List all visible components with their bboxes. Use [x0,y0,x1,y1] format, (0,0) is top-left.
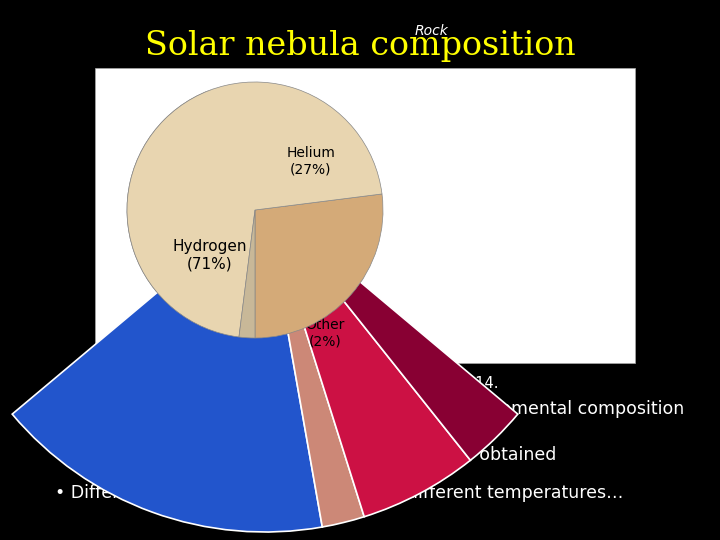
Text: Ref.: J. K. Beatty et al.,: Ref.: J. K. Beatty et al., [115,376,284,391]
Wedge shape [239,210,255,338]
Text: The New Solar System: The New Solar System [266,376,431,391]
Text: Hydrogen
(71%): Hydrogen (71%) [173,239,247,272]
Text: • Different compounds condense out at different temperatures…: • Different compounds condense out at di… [55,484,624,502]
Text: • The solar nebula is assumed to have the same elemental composition: • The solar nebula is assumed to have th… [55,400,684,418]
Text: Rock: Rock [414,24,448,38]
Wedge shape [127,82,382,337]
Wedge shape [265,202,518,460]
FancyBboxPatch shape [95,68,635,363]
Wedge shape [239,210,255,338]
Wedge shape [255,194,383,338]
Wedge shape [255,194,383,338]
Text: Helium
(27%): Helium (27%) [287,146,335,176]
Circle shape [140,77,390,327]
Text: Helium
(27%): Helium (27%) [287,146,335,176]
Text: Sun: Sun [114,420,146,438]
Text: (1999), Ch. 14.: (1999), Ch. 14. [384,376,499,391]
Wedge shape [12,202,323,532]
Text: Solar nebula composition: Solar nebula composition [145,30,575,62]
Wedge shape [265,202,364,527]
Text: Hydrogen
(71%): Hydrogen (71%) [173,239,247,272]
Wedge shape [265,202,470,517]
Text: as the: as the [55,420,125,438]
Wedge shape [127,82,382,337]
Text: Other
(2%): Other (2%) [248,85,345,348]
Text: • We’ll talk later about how solar composition is obtained: • We’ll talk later about how solar compo… [55,446,557,464]
